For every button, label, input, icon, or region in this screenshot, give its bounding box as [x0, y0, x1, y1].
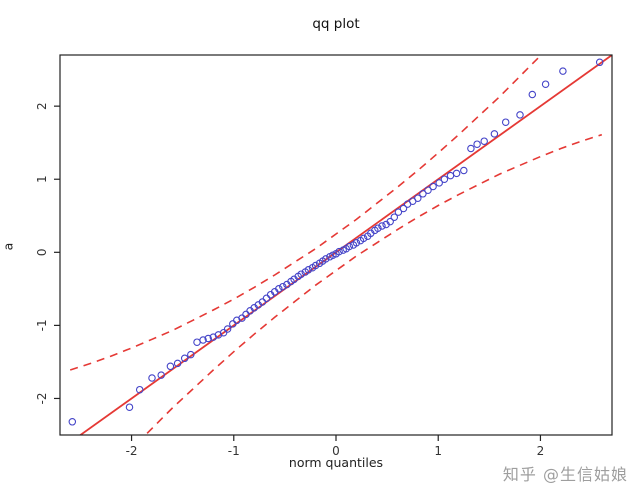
- svg-text:-2: -2: [126, 444, 138, 458]
- chart-title: qq plot: [312, 16, 360, 32]
- svg-text:0: 0: [35, 248, 49, 256]
- svg-text:0: 0: [332, 444, 340, 458]
- svg-text:2: 2: [35, 102, 49, 110]
- svg-text:1: 1: [35, 175, 49, 183]
- svg-text:-2: -2: [35, 392, 49, 404]
- svg-text:2: 2: [537, 444, 545, 458]
- watermark-text: 知乎 @生信姑娘: [502, 465, 628, 484]
- svg-text:1: 1: [434, 444, 442, 458]
- svg-text:-1: -1: [228, 444, 240, 458]
- y-axis-label: a: [0, 242, 16, 251]
- svg-text:-1: -1: [35, 319, 49, 331]
- x-axis-label: norm quantiles: [288, 455, 384, 470]
